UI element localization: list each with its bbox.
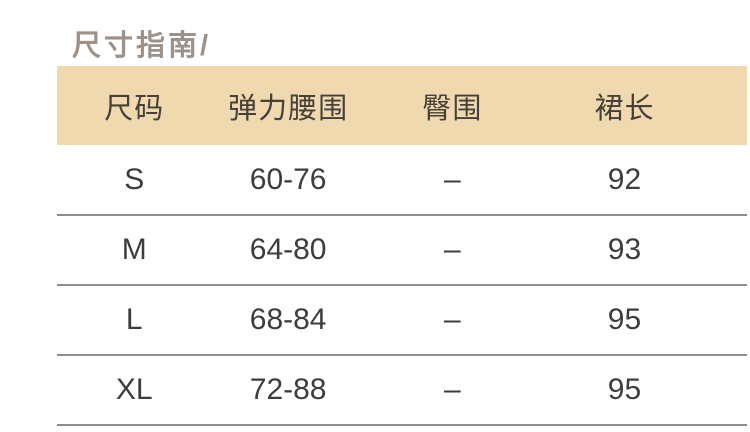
column-header-waist: 弹力腰围 — [211, 66, 365, 145]
cell-waist: 72-88 — [211, 355, 365, 426]
table-row: XL 72-88 – 95 — [57, 355, 747, 426]
cell-length: 92 — [539, 145, 747, 216]
page-title: 尺寸指南/ — [72, 30, 212, 62]
cell-hip: – — [364, 215, 540, 286]
cell-length: 95 — [539, 355, 747, 426]
cell-waist: 60-76 — [211, 145, 365, 216]
table-row: L 68-84 – 95 — [57, 285, 747, 356]
table-row: S 60-76 – 92 — [57, 145, 747, 216]
column-header-hip: 臀围 — [364, 66, 540, 145]
cell-hip: – — [364, 285, 540, 356]
column-header-length: 裙长 — [539, 66, 747, 145]
cell-hip: – — [364, 355, 540, 426]
table-row: M 64-80 – 93 — [57, 215, 747, 286]
column-header-size: 尺码 — [57, 66, 212, 145]
cell-hip: – — [364, 145, 540, 216]
cell-length: 93 — [539, 215, 747, 286]
size-guide-table: 尺码 弹力腰围 臀围 裙长 S 60-76 – 92 M 64-80 – 93 … — [57, 66, 747, 426]
table-header-row: 尺码 弹力腰围 臀围 裙长 — [57, 66, 747, 145]
cell-size: XL — [57, 355, 212, 426]
cell-size: L — [57, 285, 212, 356]
cell-size: S — [57, 145, 212, 216]
cell-waist: 68-84 — [211, 285, 365, 356]
cell-length: 95 — [539, 285, 747, 356]
cell-waist: 64-80 — [211, 215, 365, 286]
cell-size: M — [57, 215, 212, 286]
